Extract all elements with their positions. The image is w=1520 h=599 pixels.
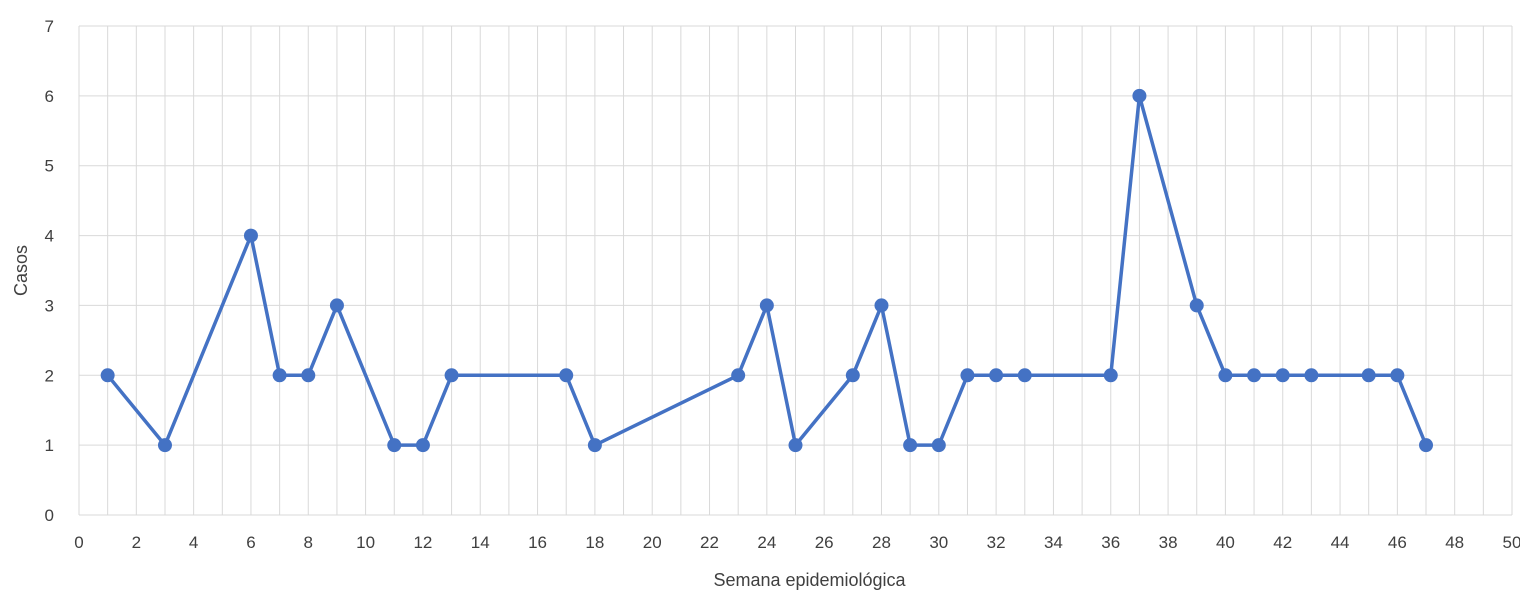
data-point [731,368,746,383]
data-point [1361,368,1376,383]
data-point [1247,368,1262,383]
data-point [559,368,574,383]
x-tick-label: 28 [872,533,891,552]
x-tick-label: 18 [585,533,604,552]
x-tick-label: 14 [471,533,490,552]
x-tick-label: 26 [815,533,834,552]
y-axis-title: Casos [11,245,31,296]
data-point [1017,368,1032,383]
x-tick-label: 38 [1159,533,1178,552]
y-tick-label: 7 [45,17,54,36]
series-group [100,88,1434,453]
y-tick-labels: 0 1 2 3 4 5 6 7 [45,17,54,525]
x-tick-label: 16 [528,533,547,552]
data-point [1103,368,1118,383]
y-tick-label: 3 [45,296,54,315]
data-point [415,438,430,453]
y-tick-label: 0 [45,506,54,525]
data-point [1275,368,1290,383]
data-point [903,438,918,453]
data-point [788,438,803,453]
x-tick-label: 32 [987,533,1006,552]
data-point [387,438,402,453]
y-tick-label: 5 [45,157,54,176]
grid-lines [78,25,1513,516]
data-point [100,368,115,383]
x-tick-label: 34 [1044,533,1063,552]
x-tick-labels: 0 2 4 6 8 10 12 14 16 18 20 22 24 26 28 30 32 34 36 38 40 42 4… [74,533,1520,552]
x-tick-label: 0 [74,533,83,552]
data-point [1419,438,1434,453]
x-tick-label: 4 [189,533,198,552]
data-point [845,368,860,383]
x-tick-label: 6 [246,533,255,552]
data-point [301,368,316,383]
y-tick-label: 6 [45,87,54,106]
data-point [272,368,287,383]
data-point [1304,368,1319,383]
data-point [444,368,459,383]
x-tick-label: 10 [356,533,375,552]
data-point [329,298,344,313]
x-tick-label: 20 [643,533,662,552]
data-point [1218,368,1233,383]
x-tick-label: 46 [1388,533,1407,552]
x-tick-label: 50 [1503,533,1520,552]
y-tick-label: 4 [45,227,54,246]
data-point [1132,88,1147,103]
y-tick-label: 1 [45,436,54,455]
data-point [759,298,774,313]
data-point [989,368,1004,383]
x-tick-label: 42 [1273,533,1292,552]
x-tick-label: 8 [304,533,313,552]
data-point [960,368,975,383]
x-tick-label: 48 [1445,533,1464,552]
x-tick-label: 40 [1216,533,1235,552]
x-tick-label: 12 [413,533,432,552]
data-point [587,438,602,453]
data-point [157,438,172,453]
x-tick-label: 22 [700,533,719,552]
data-point [243,228,258,243]
data-point [1390,368,1405,383]
data-point [874,298,889,313]
x-tick-label: 24 [757,533,776,552]
x-tick-label: 44 [1331,533,1350,552]
data-point [931,438,946,453]
y-tick-label: 2 [45,366,54,385]
data-point [1189,298,1204,313]
x-tick-label: 36 [1101,533,1120,552]
x-axis-title: Semana epidemiológica [713,570,906,590]
x-tick-label: 30 [929,533,948,552]
x-tick-label: 2 [132,533,141,552]
